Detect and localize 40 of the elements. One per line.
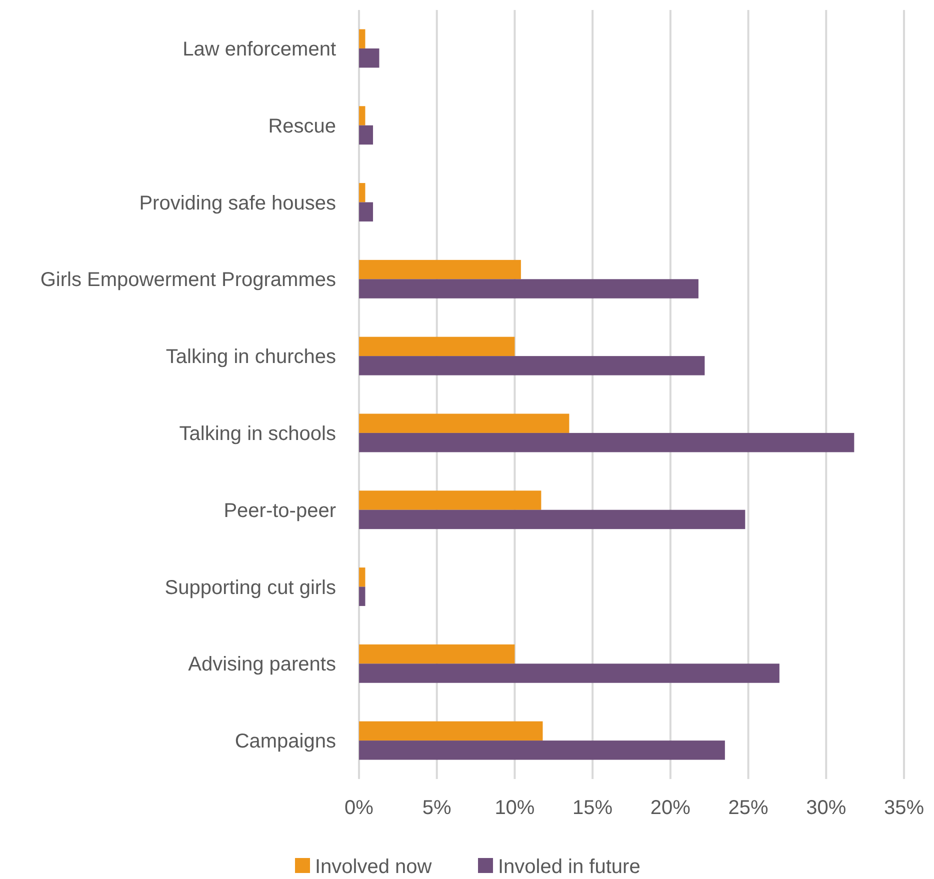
bar xyxy=(359,740,725,760)
x-tick-label: 0% xyxy=(344,797,374,819)
bar xyxy=(359,260,521,280)
bar xyxy=(359,125,374,145)
y-tick-label: Advising parents xyxy=(188,654,336,676)
bar xyxy=(359,510,746,530)
bar xyxy=(359,336,515,356)
bar xyxy=(359,432,854,452)
bar xyxy=(359,279,698,298)
y-tick-label: Law enforcement xyxy=(182,38,336,60)
bar xyxy=(359,414,570,433)
y-tick-label: Supporting cut girls xyxy=(164,576,336,599)
bar xyxy=(359,356,705,376)
bar xyxy=(359,202,374,222)
bar xyxy=(359,644,515,664)
bar xyxy=(359,664,780,683)
y-tick-label: Talking in schools xyxy=(179,422,336,445)
y-tick-label: Girls Empowerment Programmes xyxy=(40,269,336,292)
x-tick-label: 15% xyxy=(572,797,613,819)
bar xyxy=(359,490,542,510)
x-tick-label: 10% xyxy=(494,797,535,819)
legend-label: Involved now xyxy=(315,856,432,878)
bar xyxy=(359,106,366,126)
bar xyxy=(359,48,380,68)
bar xyxy=(359,29,366,48)
bar xyxy=(359,183,366,202)
bar xyxy=(359,586,366,606)
bar xyxy=(359,721,543,741)
x-tick-label: 35% xyxy=(884,797,924,819)
x-tick-label: 30% xyxy=(806,797,846,819)
y-tick-label: Providing safe houses xyxy=(139,192,336,214)
bar xyxy=(359,568,366,587)
x-tick-label: 20% xyxy=(650,797,691,819)
y-tick-label: Talking in churches xyxy=(166,346,336,368)
legend-label: Involed in future xyxy=(498,856,640,878)
x-tick-label: 5% xyxy=(422,797,452,819)
y-tick-label: Campaigns xyxy=(234,730,336,753)
x-tick-label: 25% xyxy=(728,797,769,819)
y-tick-label: Rescue xyxy=(268,115,336,138)
y-tick-label: Peer-to-peer xyxy=(224,500,336,522)
